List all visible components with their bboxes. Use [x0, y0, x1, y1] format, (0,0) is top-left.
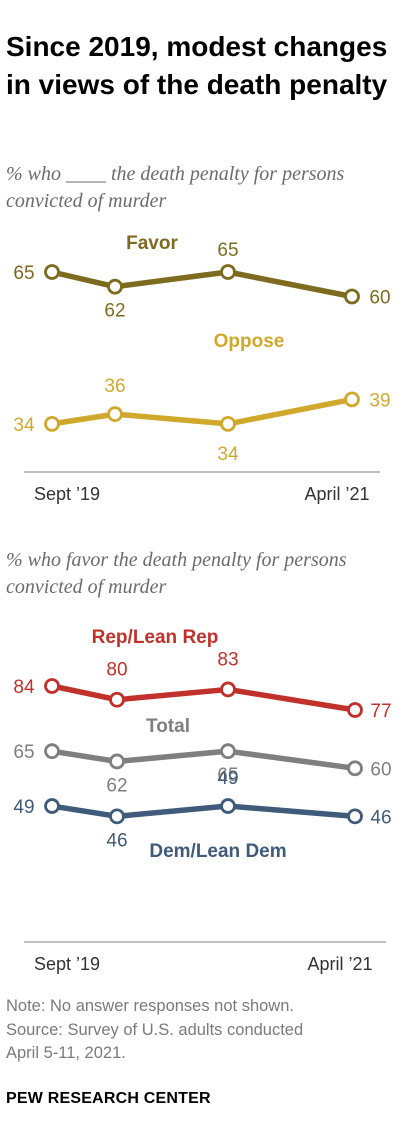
data-label-oppose: 34 [13, 415, 35, 436]
data-point-total [44, 743, 60, 760]
x-tick-label-first: Sept ’19 [34, 484, 100, 504]
partisan-favor-line-chart: Sept ’19 April ’21 84 80 83 77 Rep/Lean Rep 65 6… [13, 627, 391, 974]
data-point-total [220, 743, 236, 760]
data-label-total: 65 [13, 742, 34, 763]
series-line-oppose [51, 396, 353, 427]
series-line-total [51, 748, 356, 772]
data-label-total: 60 [370, 759, 391, 780]
note-text: Note: No answer responses not shown. [6, 997, 294, 1015]
data-label-total: 65 [217, 765, 238, 786]
data-label-dem-lean-dem: 46 [370, 807, 391, 828]
series-line-rep-lean-rep [51, 683, 356, 713]
data-label-favor: 65 [217, 240, 238, 261]
data-point-oppose [107, 406, 123, 423]
data-point-oppose [344, 391, 360, 408]
data-point-rep-lean-rep [109, 691, 125, 708]
data-label-total: 62 [106, 775, 127, 796]
data-point-total [109, 753, 125, 770]
data-label-dem-lean-dem: 46 [106, 830, 127, 851]
favor-oppose-line-chart: Sept ’19 April ’21 65 62 65 60 Favor 34 36 34 39 Op… [13, 233, 390, 504]
series-line-favor [51, 269, 353, 300]
data-point-rep-lean-rep [44, 678, 60, 694]
data-label-dem-lean-dem: 49 [217, 768, 238, 789]
data-point-oppose [220, 415, 236, 432]
pew-logo-text: PEW RESEARCH CENTER [6, 1090, 211, 1107]
series-label-favor: Favor [126, 233, 178, 254]
chart2-subtitle: % who favor the death penalty for person… [6, 549, 347, 598]
series-label-rep-lean-rep: Rep/Lean Rep [92, 627, 219, 648]
source-text-line2: April 5-11, 2021. [6, 1044, 126, 1062]
data-point-oppose [44, 415, 60, 432]
data-label-oppose: 39 [369, 390, 390, 411]
data-point-total [347, 760, 363, 777]
data-point-rep-lean-rep [220, 681, 236, 698]
chart-title: Since 2019, modest changes in views of t… [6, 31, 388, 100]
data-point-rep-lean-rep [347, 702, 363, 718]
data-label-rep-lean-rep: 80 [106, 660, 127, 681]
data-label-favor: 65 [13, 263, 34, 284]
data-label-favor: 62 [104, 301, 125, 322]
series-line-dem-lean-dem [51, 803, 356, 820]
series-label-total: Total [146, 716, 190, 737]
data-label-rep-lean-rep: 84 [13, 677, 35, 698]
data-point-dem-lean-dem [109, 808, 125, 825]
chart1-subtitle: % who ____ the death penalty for persons… [6, 163, 345, 212]
data-point-favor [344, 288, 360, 305]
data-label-favor: 60 [369, 288, 390, 309]
x-tick-label-last: April ’21 [304, 484, 369, 504]
data-label-rep-lean-rep: 83 [217, 649, 238, 670]
data-label-oppose: 36 [104, 376, 125, 397]
data-point-favor [220, 264, 236, 280]
x-tick-label-last: April ’21 [307, 954, 372, 974]
data-point-favor [107, 278, 123, 295]
data-label-rep-lean-rep: 77 [370, 701, 391, 722]
series-label-oppose: Oppose [214, 331, 285, 352]
x-tick-label-first: Sept ’19 [34, 954, 100, 974]
data-label-dem-lean-dem: 49 [13, 797, 34, 818]
data-point-dem-lean-dem [44, 798, 60, 814]
data-label-oppose: 34 [217, 444, 239, 465]
data-point-dem-lean-dem [347, 808, 363, 825]
source-text-line1: Source: Survey of U.S. adults conducted [6, 1020, 304, 1039]
footnote: Note: No answer responses not shown. Sou… [6, 995, 400, 1066]
series-label-dem-lean-dem: Dem/Lean Dem [149, 841, 286, 862]
data-point-favor [44, 264, 60, 280]
data-point-dem-lean-dem [220, 798, 236, 814]
